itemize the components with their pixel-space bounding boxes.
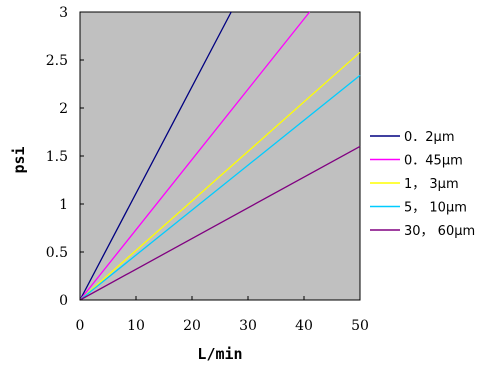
- x-tick-label: 20: [183, 318, 201, 334]
- x-tick-label: 50: [351, 318, 369, 334]
- legend-label-4: 30， 60μm: [404, 224, 475, 239]
- plot-area: [79, 11, 361, 301]
- series-line-3: [79, 74, 361, 301]
- series-line-0: [79, 11, 232, 301]
- x-tick-label: 0: [76, 318, 85, 334]
- x-tick-label: 30: [239, 318, 257, 334]
- x-axis-title: L/min: [197, 345, 242, 363]
- series-line-2: [79, 51, 361, 301]
- series-line-4: [79, 145, 361, 301]
- y-tick-label: 2.5: [46, 53, 68, 69]
- legend-label-3: 5， 10μm: [404, 201, 467, 216]
- legend: 0．2μm 0．45μm 1， 3μm 5， 10μm 30， 60μm: [370, 130, 475, 239]
- x-tick-label: 10: [127, 318, 145, 334]
- y-tick-label: 0: [59, 293, 68, 309]
- y-tick-label: 2: [59, 101, 68, 117]
- x-tick-label: 40: [295, 318, 313, 334]
- y-axis-title: psi: [10, 146, 28, 173]
- y-tick-label: 0.5: [46, 245, 68, 261]
- legend-label-1: 0．45μm: [404, 154, 463, 169]
- y-tick-label: 3: [59, 5, 68, 21]
- y-tick-label: 1: [59, 197, 68, 213]
- series-line-1: [79, 11, 311, 301]
- legend-label-2: 1， 3μm: [404, 177, 459, 192]
- y-tick-label: 1.5: [46, 149, 68, 165]
- legend-label-0: 0．2μm: [404, 130, 454, 145]
